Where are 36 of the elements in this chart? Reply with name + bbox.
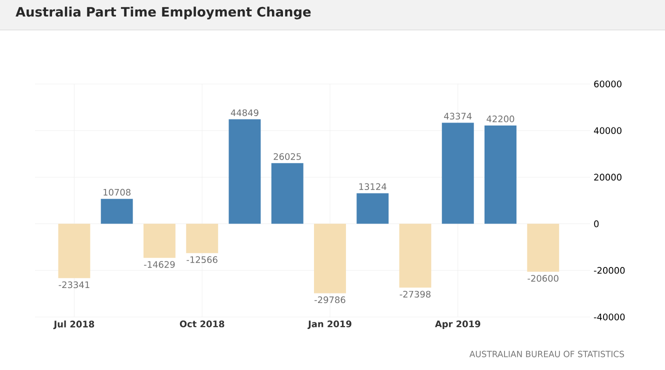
bar	[314, 224, 346, 294]
x-tick-label: Jul 2018	[53, 320, 94, 330]
data-label: 10708	[104, 188, 130, 196]
data-label: -29786	[314, 296, 346, 304]
data-label: -23341	[58, 281, 90, 288]
bar	[143, 224, 176, 258]
data-label: -14629	[144, 261, 175, 268]
data-label: 44849	[230, 109, 258, 116]
data-label: -20600	[528, 274, 558, 282]
bar	[271, 163, 304, 224]
x-tick-label: Jan 2019	[308, 320, 352, 329]
data-label: -27398	[400, 290, 430, 298]
text: AUSTRALIAN BUREAU OF STATISTICS	[469, 350, 624, 358]
y-tick-label: 0	[594, 220, 599, 228]
x-tick-label: Apr 2019	[434, 320, 480, 330]
y-tick-label: 20000	[594, 174, 622, 181]
bar	[527, 224, 560, 272]
y-tick-label: -20000	[594, 267, 625, 274]
bar	[186, 224, 218, 254]
bar	[356, 193, 389, 224]
bar	[442, 122, 474, 224]
bar	[58, 224, 90, 278]
bar	[100, 198, 133, 224]
data-label: -12566	[186, 256, 218, 264]
y-tick-label: 60000	[594, 80, 622, 88]
data-label: 13124	[359, 183, 386, 190]
data-label: 26025	[274, 153, 301, 160]
y-tick-label: -40000	[594, 314, 625, 320]
x-tick-label: Oct 2018	[180, 320, 224, 328]
bar	[228, 119, 261, 224]
bar	[484, 125, 516, 224]
y-tick-label: 40000	[594, 127, 622, 134]
data-label: 42200	[486, 116, 514, 122]
data-label: 43374	[444, 112, 472, 120]
chart-title: Australia Part Time Employment Change	[16, 6, 311, 20]
bar	[399, 224, 432, 288]
